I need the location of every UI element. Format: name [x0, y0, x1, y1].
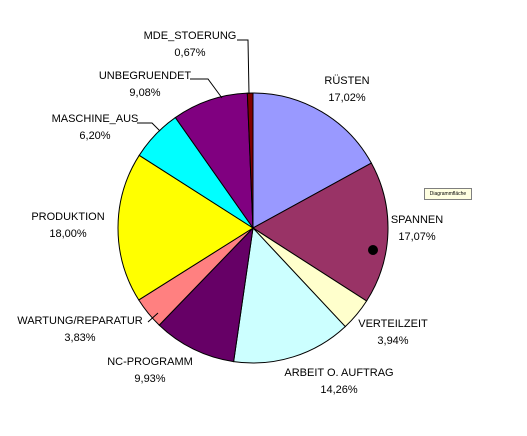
slice-label: ARBEIT O. AUFTRAG: [284, 367, 393, 379]
slice-label: NC-PROGRAMM: [107, 356, 193, 368]
slice-label: RÜSTEN: [324, 75, 369, 87]
pie-slice-spannen: [252, 162, 389, 302]
pie-slice-mde-stoerung: [246, 92, 254, 229]
cursor-dot: [368, 245, 378, 255]
slice-percent-label: 3,83%: [64, 332, 95, 344]
pie-slice-nc-programm: [158, 226, 254, 363]
slice-labels: RÜSTEN 17,02% SPANNEN 17,07% VERTEILZEIT 3,94…: [17, 30, 443, 396]
slice-label: WARTUNG/REPARATUR: [17, 315, 143, 327]
leader-lines: [137, 39, 250, 323]
slice-percent-label: 18,00%: [49, 228, 87, 240]
slice-label: PRODUKTION: [31, 211, 104, 223]
leader-line: [137, 122, 161, 132]
leader-line: [190, 78, 223, 99]
slice-label: UNBEGRUENDET: [99, 70, 192, 82]
slice-percent-label: 6,20%: [79, 130, 110, 142]
leader-line: [237, 39, 250, 95]
leader-line: [147, 312, 159, 323]
pie-slice-r-sten: [252, 92, 373, 229]
slice-percent-label: 0,67%: [174, 47, 205, 59]
pie-slice-produktion: [117, 154, 254, 301]
slice-percent-label: 3,94%: [377, 335, 408, 347]
pie-slices: [117, 92, 389, 364]
slice-label: VERTEILZEIT: [358, 318, 428, 330]
slice-percent-label: 17,02%: [328, 92, 366, 104]
slice-label: MASCHINE_AUS: [52, 113, 139, 125]
slice-label: SPANNEN: [391, 214, 443, 226]
slice-percent-label: 17,07%: [398, 231, 436, 243]
pie-slice-arbeit-o-auftrag: [233, 226, 346, 364]
slice-percent-label: 9,93%: [134, 373, 165, 385]
slice-percent-label: 14,26%: [320, 384, 358, 396]
slice-label: MDE_STOERUNG: [144, 30, 237, 42]
chart-area-tooltip: Diagrammfläche: [424, 188, 472, 200]
slice-percent-label: 9,08%: [129, 87, 160, 99]
